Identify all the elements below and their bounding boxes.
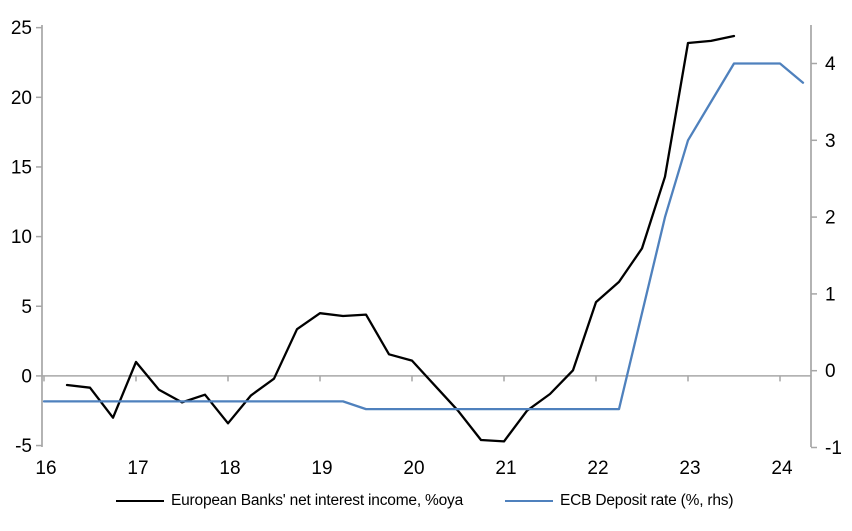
x-axis: 16 17 18 19 20 21 22 23 24 — [35, 375, 793, 479]
legend-item-net-interest-income: European Banks' net interest income, %oy… — [116, 490, 463, 512]
legend: European Banks' net interest income, %oy… — [116, 490, 734, 512]
x-tick-label: 23 — [679, 458, 700, 479]
x-tick-label: 18 — [219, 458, 240, 479]
y-right-tick-label: 4 — [825, 54, 836, 75]
y-left-tick-label: -5 — [15, 436, 32, 457]
legend-item-ecb-deposit-rate: ECB Deposit rate (%, rhs) — [505, 490, 734, 512]
y-axis-left: 25 20 15 10 5 0 -5 — [11, 18, 43, 457]
legend-label-net-interest-income: European Banks' net interest income, %oy… — [171, 492, 464, 509]
y-left-tick-label: 0 — [21, 366, 32, 387]
y-right-tick-label: 0 — [825, 361, 836, 382]
x-tick-label: 20 — [403, 458, 424, 479]
series-line-ecb-deposit-rate — [42, 62, 805, 411]
y-right-tick-label: 1 — [825, 284, 836, 305]
x-tick-label: 19 — [311, 458, 332, 479]
y-right-tick-label: 2 — [825, 208, 836, 229]
y-right-tick-label: 3 — [825, 131, 836, 152]
y-right-tick-label: -1 — [825, 438, 842, 459]
x-tick-label: 24 — [771, 458, 793, 479]
black-line-swatch — [116, 499, 164, 503]
x-tick-label: 17 — [127, 458, 148, 479]
blue-line-swatch — [505, 499, 554, 503]
x-tick-label: 22 — [587, 458, 608, 479]
x-tick-label: 21 — [495, 458, 516, 479]
y-left-tick-label: 20 — [11, 88, 32, 109]
series-line-net-interest-income — [65, 34, 736, 443]
y-left-tick-label: 5 — [21, 297, 32, 318]
x-tick-label: 16 — [35, 458, 56, 479]
y-left-tick-label: 15 — [11, 157, 32, 178]
y-left-tick-label: 10 — [11, 227, 32, 248]
y-left-tick-label: 25 — [11, 18, 32, 39]
legend-label-ecb-deposit-rate: ECB Deposit rate (%, rhs) — [560, 492, 734, 509]
y-axis-right: 4 3 2 1 0 -1 — [810, 25, 842, 459]
